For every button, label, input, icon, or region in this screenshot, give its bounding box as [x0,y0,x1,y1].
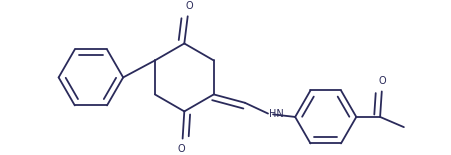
Text: O: O [379,76,387,86]
Text: HN: HN [269,108,284,119]
Text: O: O [186,1,193,11]
Text: O: O [177,144,185,154]
